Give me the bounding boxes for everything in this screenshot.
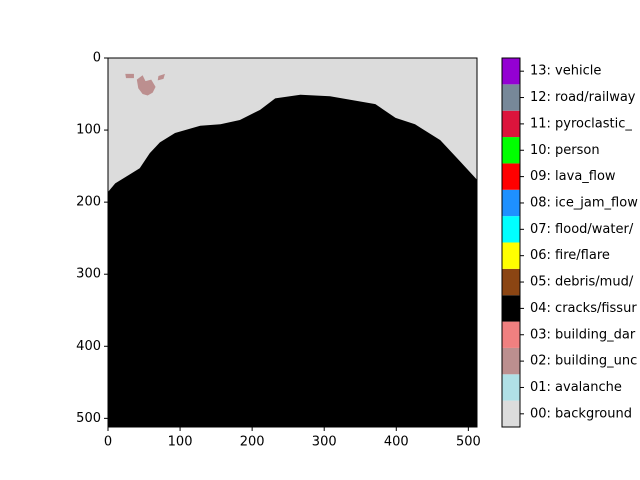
x-tick-label: 500 xyxy=(456,435,481,450)
x-tick-label: 300 xyxy=(312,435,337,450)
colorbar-cell xyxy=(502,163,520,190)
colorbar-label: 01: avalanche xyxy=(530,380,622,395)
colorbar-label: 10: person xyxy=(530,143,600,158)
y-tick-label: 500 xyxy=(76,411,101,426)
colorbar-label: 02: building_unc xyxy=(530,354,637,369)
colorbar-cell xyxy=(502,374,520,401)
colorbar-cell xyxy=(502,295,520,322)
colorbar-cell xyxy=(502,400,520,427)
colorbar-label: 11: pyroclastic_ xyxy=(530,116,632,131)
x-tick-label: 200 xyxy=(240,435,265,450)
mask-region xyxy=(157,73,165,81)
colorbar-label: 00: background xyxy=(530,406,632,421)
y-tick-label: 400 xyxy=(76,339,101,354)
colorbar-label: 08: ice_jam_flow xyxy=(530,195,638,210)
colorbar-label: 03: building_dar xyxy=(530,327,636,342)
colorbar-cell xyxy=(502,84,520,111)
colorbar-cell xyxy=(502,268,520,296)
mask-region xyxy=(125,73,134,79)
colorbar-cell xyxy=(502,321,520,348)
colorbar-cell xyxy=(502,347,520,375)
colorbar-label: 07: flood/water/ xyxy=(530,222,634,237)
colorbar-cell xyxy=(502,110,520,138)
x-tick-label: 0 xyxy=(104,435,112,450)
mask-region xyxy=(136,75,156,96)
y-tick-label: 0 xyxy=(93,51,101,66)
colorbar-label: 06: fire/flare xyxy=(530,248,610,263)
y-tick-label: 100 xyxy=(76,123,101,138)
colorbar-cell xyxy=(502,242,520,269)
axes-frame xyxy=(107,57,478,428)
colorbar-frame xyxy=(501,57,521,428)
y-tick-label: 300 xyxy=(76,267,101,282)
colorbar-cell xyxy=(502,58,520,85)
colorbar-cell xyxy=(502,137,520,164)
colorbar-label: 13: vehicle xyxy=(530,64,601,79)
x-tick-label: 400 xyxy=(384,435,409,450)
colorbar-label: 09: lava_flow xyxy=(530,169,616,184)
x-tick-label: 100 xyxy=(168,435,193,450)
colorbar-cell xyxy=(502,189,520,217)
colorbar-cell xyxy=(502,216,520,243)
mask-region xyxy=(108,94,477,427)
colorbar-label: 04: cracks/fissur xyxy=(530,301,637,316)
y-tick-label: 200 xyxy=(76,195,101,210)
colorbar-label: 12: road/railway xyxy=(530,90,636,105)
colorbar-label: 05: debris/mud/ xyxy=(530,275,634,290)
